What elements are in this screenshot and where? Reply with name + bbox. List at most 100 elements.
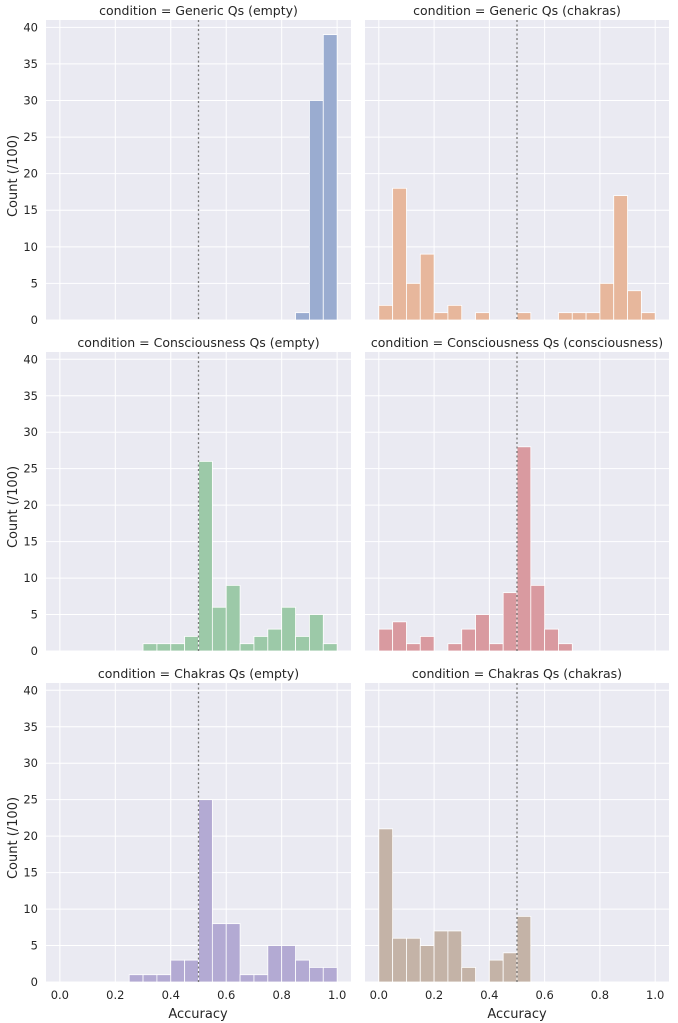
y-tick-label: 20 xyxy=(23,829,38,843)
histogram-bar xyxy=(309,967,324,983)
y-tick-label: 10 xyxy=(23,571,38,585)
y-axis-label-row-2: Count (/100) xyxy=(6,466,21,548)
histogram-bar xyxy=(627,290,642,321)
histogram-bar xyxy=(599,283,615,321)
y-tick-label: 35 xyxy=(23,389,38,403)
y-tick-label: 30 xyxy=(23,425,38,439)
y-tick-label: 10 xyxy=(23,902,38,916)
panel-title: condition = Consciousness Qs (empty) xyxy=(77,335,319,350)
histogram-bar xyxy=(392,937,407,983)
x-tick-label: 1.0 xyxy=(328,988,346,1002)
facet-panel-3: condition = Consciousness Qs (empty) 0 5 10… xyxy=(23,335,351,658)
histogram-bar xyxy=(322,643,338,652)
histogram-bar xyxy=(406,643,421,652)
histogram-bar xyxy=(309,100,324,321)
histogram-bar xyxy=(170,643,186,652)
x-tick-label: 0.0 xyxy=(51,988,69,1002)
histogram-bar xyxy=(558,643,573,652)
histogram-bar xyxy=(211,606,227,652)
histogram-bar xyxy=(488,643,504,652)
y-tick-label: 5 xyxy=(31,939,38,953)
histogram-bar xyxy=(433,312,449,321)
histogram-bar xyxy=(502,592,518,652)
x-tick-label: 0.6 xyxy=(217,988,235,1002)
histogram-bar xyxy=(239,643,255,652)
histogram-bar xyxy=(530,584,546,652)
y-tick-label: 15 xyxy=(23,535,38,549)
y-tick-label: 25 xyxy=(23,462,38,476)
histogram-bar xyxy=(447,304,463,321)
facet-panel-1: condition = Generic Qs (empty) 0 5 10 15 20 25… xyxy=(23,3,351,327)
y-tick-label: 20 xyxy=(23,498,38,512)
y-axis-label-row-3: Count (/100) xyxy=(6,797,21,879)
histogram-bar xyxy=(392,621,407,652)
histogram-bar xyxy=(571,312,587,321)
histogram-bar xyxy=(378,628,394,652)
histogram-bar xyxy=(447,643,463,652)
histogram-bar xyxy=(585,312,601,321)
histogram-bar xyxy=(461,628,476,652)
x-tick-label: 0.0 xyxy=(370,988,388,1002)
histogram-bar xyxy=(267,628,283,652)
histogram-bar xyxy=(419,253,435,321)
histogram-bar xyxy=(253,636,269,652)
histogram-bar xyxy=(142,643,158,652)
y-tick-label: 30 xyxy=(23,756,38,770)
facet-panel-4: condition = Consciousness Qs (consciousn… xyxy=(365,335,669,652)
y-tick-label: 5 xyxy=(31,608,38,622)
histogram-bar xyxy=(267,945,283,983)
histogram-bar xyxy=(433,930,449,983)
facet-panel-5: condition = Chakras Qs (empty) 0 5 10 15 20 25… xyxy=(23,666,351,1002)
panel-title: condition = Consciousness Qs (consciousn… xyxy=(371,335,663,350)
histogram-bar xyxy=(406,937,421,983)
histogram-bar xyxy=(281,606,296,652)
histogram-bar xyxy=(516,446,532,652)
panel-title: condition = Chakras Qs (empty) xyxy=(98,666,299,681)
histogram-bar xyxy=(198,799,213,983)
histogram-bar xyxy=(184,959,199,983)
panel-title: condition = Chakras Qs (chakras) xyxy=(412,666,622,681)
histogram-bar xyxy=(225,923,241,983)
y-axis-label-row-1: Count (/100) xyxy=(6,135,21,217)
x-axis-label-left: Accuracy xyxy=(168,1007,228,1022)
histogram-bar xyxy=(419,636,435,652)
histogram-bar xyxy=(406,283,421,321)
histogram-bar xyxy=(253,974,269,983)
histogram-bar xyxy=(225,584,241,652)
histogram-bar xyxy=(239,974,255,983)
x-tick-label: 1.0 xyxy=(646,988,664,1002)
histogram-bar xyxy=(516,312,532,321)
histogram-bar xyxy=(488,959,504,983)
panel-title: condition = Generic Qs (empty) xyxy=(99,3,298,18)
histogram-bar xyxy=(640,312,656,321)
x-tick-label: 0.4 xyxy=(480,988,498,1002)
histogram-bar xyxy=(309,614,324,652)
x-tick-label: 0.2 xyxy=(106,988,124,1002)
y-tick-label: 5 xyxy=(31,276,38,290)
y-tick-label: 40 xyxy=(23,352,38,366)
histogram-bar xyxy=(544,628,559,652)
histogram-bar xyxy=(378,304,394,321)
histogram-bar xyxy=(142,974,158,983)
y-tick-label: 10 xyxy=(23,240,38,254)
y-tick-label: 0 xyxy=(31,975,38,989)
histogram-bar xyxy=(558,312,573,321)
y-tick-label: 35 xyxy=(23,720,38,734)
histogram-bar xyxy=(461,967,476,983)
histogram-bar xyxy=(184,636,199,652)
panel-title: condition = Generic Qs (chakras) xyxy=(413,3,621,18)
y-tick-label: 0 xyxy=(31,313,38,327)
histogram-bar xyxy=(198,460,213,652)
x-tick-label: 0.8 xyxy=(273,988,291,1002)
y-tick-label: 15 xyxy=(23,203,38,217)
y-tick-label: 40 xyxy=(23,20,38,34)
y-tick-label: 25 xyxy=(23,130,38,144)
histogram-bar xyxy=(502,952,518,983)
histogram-bar xyxy=(475,614,490,652)
histogram-bar xyxy=(419,945,435,983)
histogram-bar xyxy=(295,959,310,983)
y-tick-label: 30 xyxy=(23,93,38,107)
y-tick-label: 0 xyxy=(31,644,38,658)
y-tick-label: 20 xyxy=(23,167,38,181)
